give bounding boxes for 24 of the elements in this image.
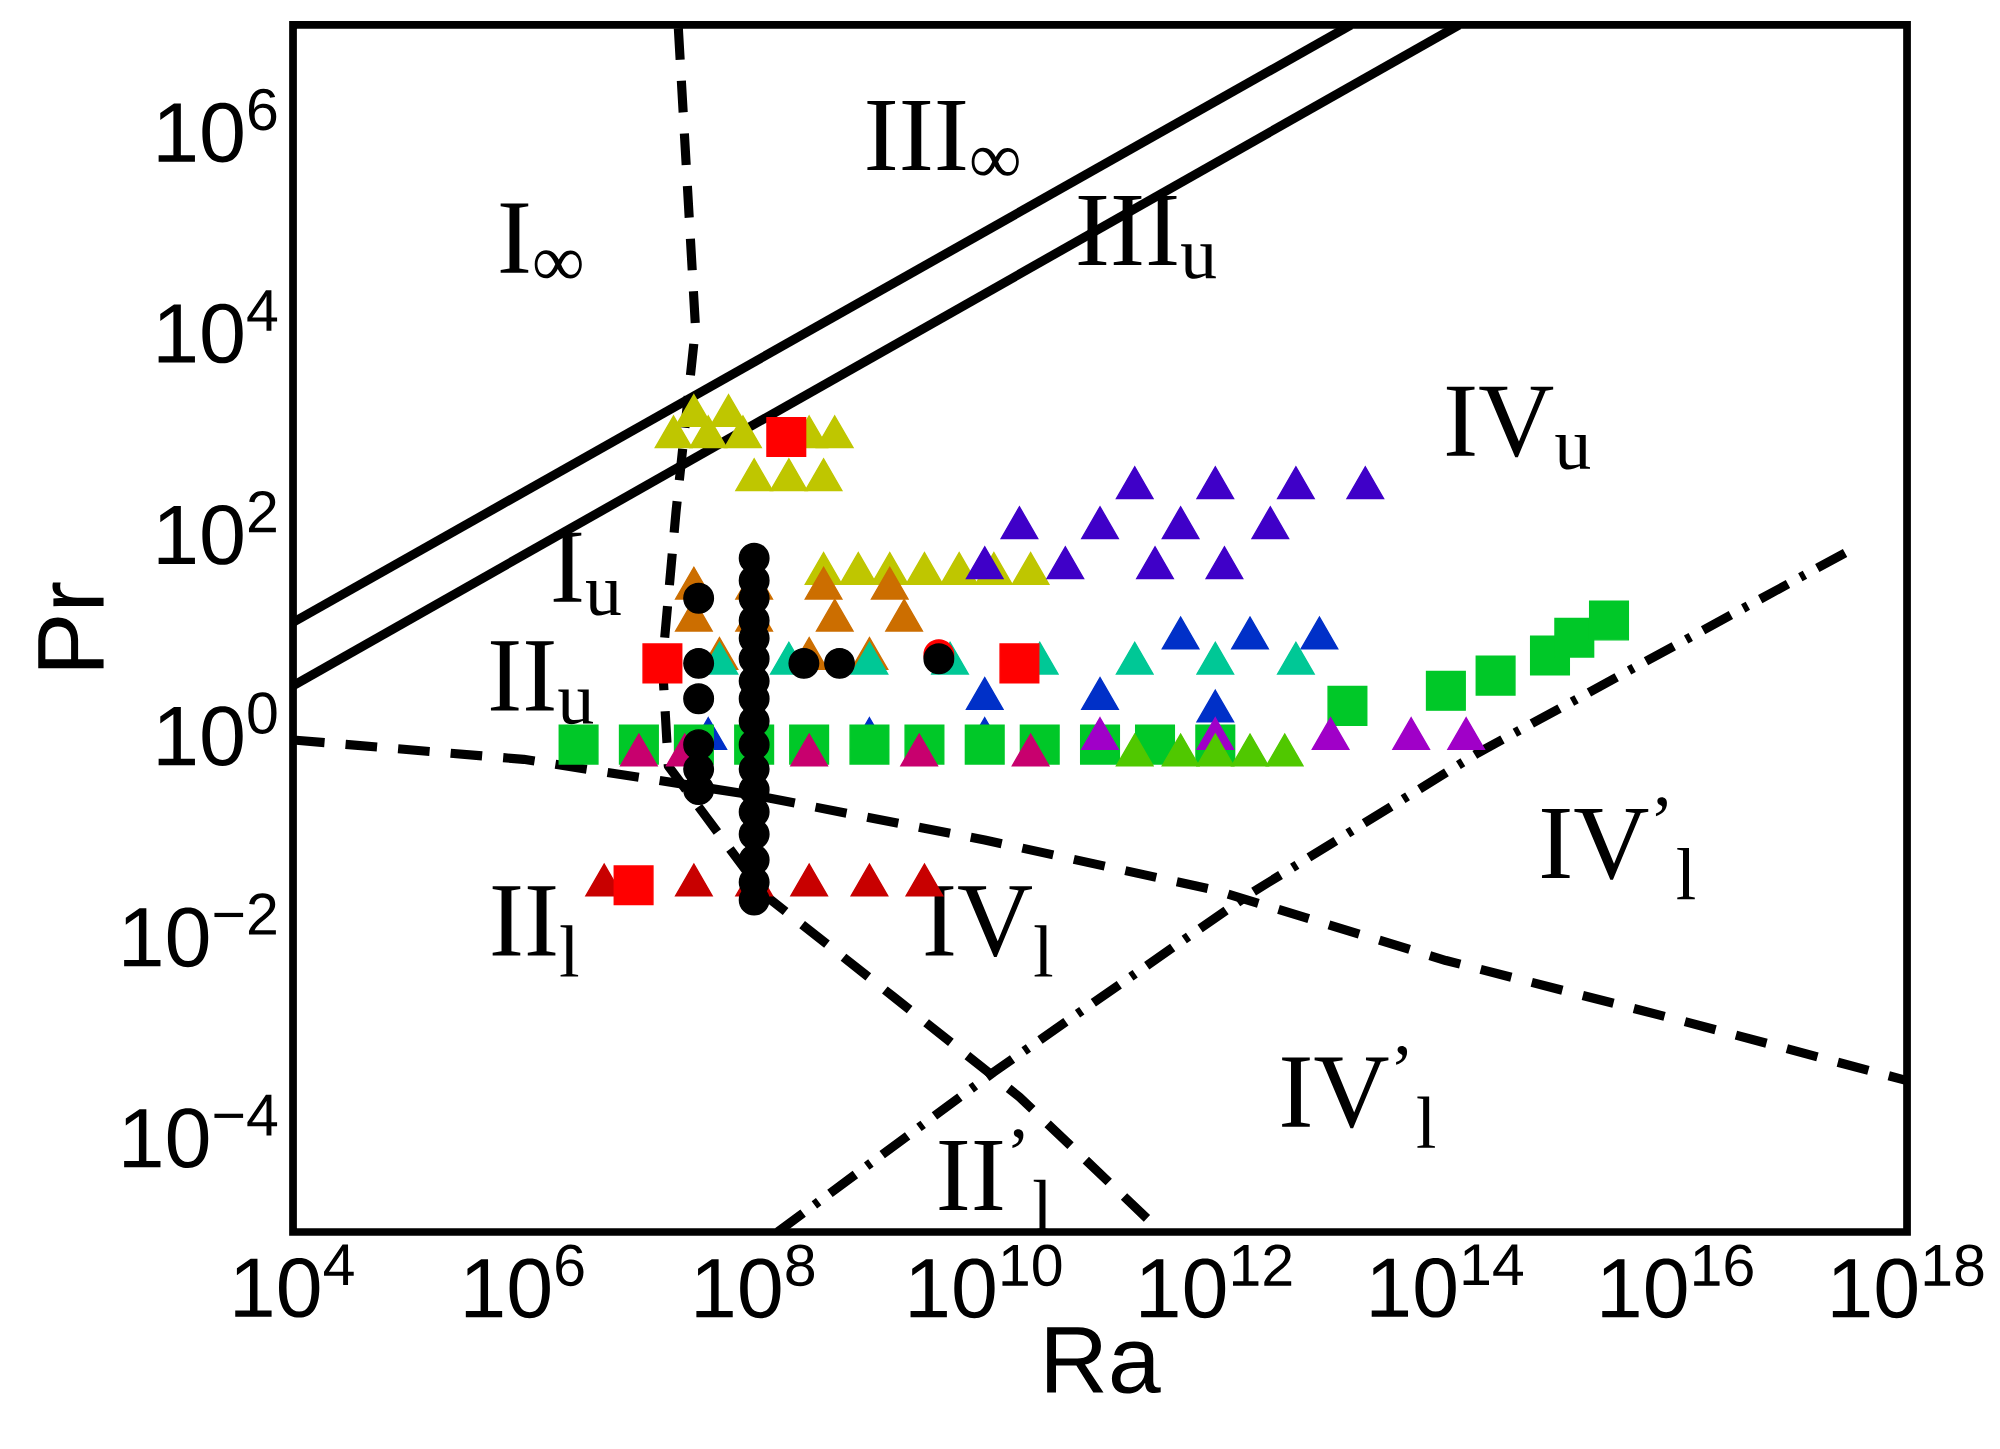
annotation: IV$_{u}$ (1446, 386, 1591, 470)
annotation: IV$^{’}$l (1282, 1045, 1435, 1148)
y-tick-label: 10$^{−4}$ (124, 1094, 278, 1168)
x-tick-label: 10$^{14}$ (1371, 1244, 1523, 1318)
x-tick-label: 10$^{16}$ (1602, 1244, 1753, 1319)
y-tick-label: 10$^{4}$ (158, 290, 278, 364)
x-tick-label: 10$^{4}$ (235, 1244, 354, 1318)
x-tick-label: 10$^{10}$ (910, 1244, 1062, 1319)
x-tick-label: 10$^{8}$ (696, 1244, 815, 1319)
x-tick-label: 10$^{6}$ (465, 1244, 584, 1319)
y-tick-label: 10$^{−2}$ (124, 893, 276, 968)
annotation: III$_{∞}$ (867, 100, 1019, 176)
annotation: I$_{∞}$ (500, 203, 582, 279)
y-tick-label: 10$^{0}$ (158, 692, 277, 766)
x-tick-label: 10$^{12}$ (1141, 1244, 1292, 1319)
y-tick-label: 10$^{6}$ (158, 88, 277, 163)
annotation: IV$^{’}$l (1541, 797, 1695, 900)
y-axis-title: Pr (38, 582, 104, 669)
annotation: IV$_{l}$ (925, 886, 1053, 977)
x-tick-label: 10$^{18}$ (1832, 1244, 1984, 1319)
x-axis-title: Ra (1047, 1327, 1161, 1394)
annotation: II$_{u}$ (490, 641, 594, 725)
y-tick-label: 10$^{2}$ (158, 491, 276, 565)
annotation: II$_{l}$ (492, 886, 579, 977)
